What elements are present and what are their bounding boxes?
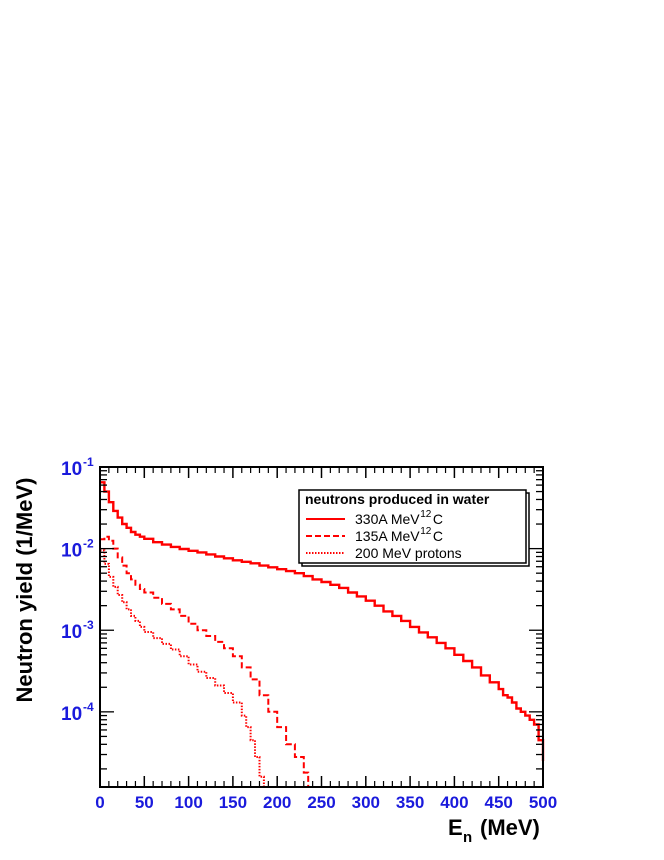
legend-label-sup-2: 12: [420, 526, 432, 537]
legend-label-suffix-1: C: [433, 511, 443, 527]
series-line-2: [100, 535, 313, 788]
labels-layer: 0 50 100 150 200 250 300 350 400 450 50010-110-210…: [12, 455, 557, 846]
x-tick-label: 0: [95, 793, 104, 812]
x-tick-label: 100: [174, 793, 202, 812]
x-axis-title-subscript: n: [463, 829, 472, 846]
y-tick-exponent: -4: [83, 700, 94, 714]
y-tick-exponent: -3: [83, 618, 94, 632]
x-axis-title: E: [448, 815, 463, 840]
x-tick-label: 350: [396, 793, 424, 812]
x-tick-label: 450: [485, 793, 513, 812]
series-line-1: [100, 481, 545, 761]
x-tick-label: 50: [135, 793, 154, 812]
x-tick-label: 500: [529, 793, 557, 812]
legend: neutrons produced in water 330A MeV 12 C 13…: [298, 489, 530, 567]
legend-box: [298, 489, 527, 564]
ticks-layer: [99, 466, 544, 787]
y-tick-exponent: -1: [83, 455, 94, 469]
x-tick-label: 250: [307, 793, 335, 812]
x-tick-label: 150: [219, 793, 247, 812]
legend-label-2: 135A MeV: [355, 528, 420, 544]
y-tick-label: 10: [61, 704, 82, 725]
legend-header: neutrons produced in water: [305, 491, 490, 507]
x-tick-label: 300: [352, 793, 380, 812]
y-axis-title: Neutron yield (1/MeV): [12, 478, 37, 703]
y-tick-label: 10: [61, 459, 82, 480]
legend-label-sup-1: 12: [420, 509, 432, 520]
legend-label-3: 200 MeV protons: [355, 545, 462, 561]
y-tick-exponent: -2: [83, 537, 94, 551]
x-axis-title-unit: (MeV): [480, 815, 540, 840]
x-tick-label: 400: [440, 793, 468, 812]
x-tick-label: 200: [263, 793, 291, 812]
legend-label-1: 330A MeV: [355, 511, 420, 527]
y-tick-label: 10: [61, 541, 82, 562]
series-layer: [100, 481, 545, 788]
legend-label-suffix-2: C: [433, 528, 443, 544]
series-line-3: [100, 549, 269, 788]
y-tick-label: 10: [61, 622, 82, 643]
